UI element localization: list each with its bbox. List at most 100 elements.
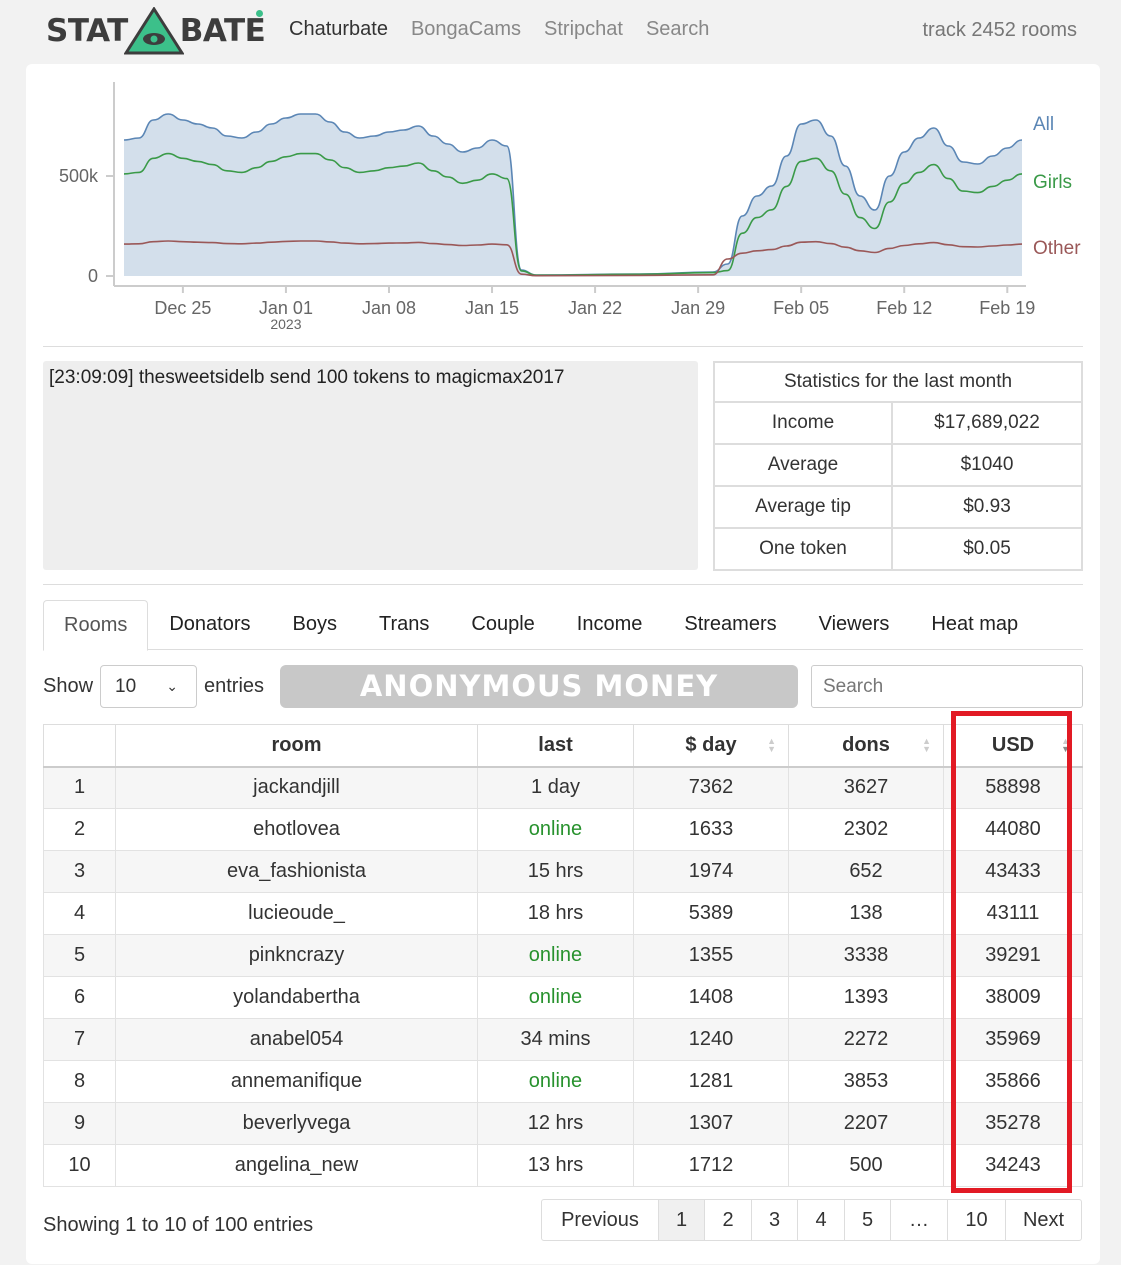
- header-label: dons: [842, 733, 890, 756]
- page-5[interactable]: 5: [844, 1200, 890, 1240]
- cell-dons: 3627: [788, 766, 944, 809]
- cell-day: 1355: [633, 934, 789, 977]
- nav-bongacams[interactable]: BongaCams: [410, 18, 522, 40]
- page-2[interactable]: 2: [704, 1200, 751, 1240]
- cell-room[interactable]: beverlyvega: [115, 1102, 478, 1145]
- nav-stripchat[interactable]: Stripchat: [544, 18, 623, 40]
- tab-donators[interactable]: Donators: [169, 613, 251, 635]
- cell-room[interactable]: jackandjill: [115, 766, 478, 809]
- cell-usd: 34243: [943, 1144, 1083, 1187]
- cell-last: 12 hrs: [477, 1102, 634, 1145]
- cell-day: 1281: [633, 1060, 789, 1103]
- cell-rank: 8: [43, 1060, 116, 1103]
- tab-income[interactable]: Income: [576, 613, 643, 635]
- cell-usd: 43433: [943, 850, 1083, 893]
- cell-usd: 43111: [943, 892, 1083, 935]
- cell-room[interactable]: angelina_new: [115, 1144, 478, 1187]
- cell-dons: 138: [788, 892, 944, 935]
- tab-boys[interactable]: Boys: [292, 613, 337, 635]
- table-row[interactable]: 7 anabel054 34 mins 1240 2272 35969: [43, 1018, 1083, 1061]
- page-10[interactable]: 10: [947, 1200, 1005, 1240]
- sort-desc-icon: ▲ ▼: [1061, 736, 1070, 754]
- ad-banner[interactable]: ANONYMOUS MONEY: [280, 665, 798, 708]
- table-header-row: room last $ day ▲ ▼ dons ▲ ▼ USD ▲ ▼: [43, 724, 1083, 768]
- sort-icon: ▲ ▼: [922, 736, 931, 754]
- column-header-last[interactable]: last: [477, 724, 634, 768]
- show-label: Show: [43, 675, 94, 697]
- tab-heat-map[interactable]: Heat map: [931, 613, 1019, 635]
- table-row[interactable]: 4 lucieoude_ 18 hrs 5389 138 43111: [43, 892, 1083, 935]
- cell-rank: 5: [43, 934, 116, 977]
- y-tick-label: 500k: [59, 166, 99, 186]
- nav-chaturbate[interactable]: Chaturbate: [289, 18, 388, 40]
- cell-dons: 2207: [788, 1102, 944, 1145]
- table-info: Showing 1 to 10 of 100 entries: [43, 1214, 314, 1236]
- column-header-day[interactable]: $ day ▲ ▼: [633, 724, 789, 768]
- cell-last: online: [477, 934, 634, 977]
- tab-viewers[interactable]: Viewers: [818, 613, 890, 635]
- cell-day: 1712: [633, 1144, 789, 1187]
- cell-room[interactable]: eva_fashionista: [115, 850, 478, 893]
- cell-room[interactable]: ehotlovea: [115, 808, 478, 851]
- eye-triangle-icon: [123, 7, 184, 55]
- column-header-dons[interactable]: dons ▲ ▼: [788, 724, 944, 768]
- stats-title: Statistics for the last month: [713, 361, 1083, 403]
- column-header-room[interactable]: room: [115, 724, 478, 768]
- table-row[interactable]: 6 yolandabertha online 1408 1393 38009: [43, 976, 1083, 1019]
- y-tick-label: 0: [88, 266, 98, 286]
- cell-dons: 3338: [788, 934, 944, 977]
- search-input[interactable]: [811, 665, 1083, 708]
- page-next[interactable]: Next: [1005, 1200, 1081, 1240]
- table-row[interactable]: 9 beverlyvega 12 hrs 1307 2207 35278: [43, 1102, 1083, 1145]
- table-row[interactable]: 5 pinkncrazy online 1355 3338 39291: [43, 934, 1083, 977]
- x-tick-label: Feb 19: [979, 298, 1035, 318]
- table-row[interactable]: 10 angelina_new 13 hrs 1712 500 34243: [43, 1144, 1083, 1187]
- page-previous[interactable]: Previous: [561, 1209, 639, 1231]
- column-header-usd[interactable]: USD ▲ ▼: [943, 724, 1083, 768]
- cell-dons: 2272: [788, 1018, 944, 1061]
- cell-room[interactable]: annemanifique: [115, 1060, 478, 1103]
- stats-value: $0.05: [891, 527, 1083, 571]
- page-size-select[interactable]: 10 ⌄: [100, 665, 197, 708]
- site-header: STAT BATE Chaturbate BongaCams Stripchat…: [0, 0, 1121, 62]
- cell-day: 1633: [633, 808, 789, 851]
- cell-rank: 9: [43, 1102, 116, 1145]
- stats-value: $17,689,022: [891, 401, 1083, 445]
- cell-day: 5389: [633, 892, 789, 935]
- tab-streamers[interactable]: Streamers: [684, 613, 777, 635]
- cell-day: 7362: [633, 766, 789, 809]
- table-row[interactable]: 3 eva_fashionista 15 hrs 1974 652 43433: [43, 850, 1083, 893]
- cell-day: 1240: [633, 1018, 789, 1061]
- x-tick-label: Feb 05: [773, 298, 829, 318]
- x-tick-label: Dec 25: [154, 298, 211, 318]
- page-3[interactable]: 3: [751, 1200, 797, 1240]
- page-4[interactable]: 4: [797, 1200, 844, 1240]
- tab-couple[interactable]: Couple: [471, 613, 535, 635]
- sort-icon: ▲ ▼: [767, 736, 776, 754]
- cell-room[interactable]: lucieoude_: [115, 892, 478, 935]
- cell-room[interactable]: yolandabertha: [115, 976, 478, 1019]
- stats-label: One token: [713, 527, 893, 571]
- tab-rooms[interactable]: Rooms: [43, 600, 149, 651]
- table-row[interactable]: 2 ehotlovea online 1633 2302 44080: [43, 808, 1083, 851]
- cell-room[interactable]: anabel054: [115, 1018, 478, 1061]
- table-row[interactable]: 8 annemanifique online 1281 3853 35866: [43, 1060, 1083, 1103]
- stats-value: $0.93: [891, 485, 1083, 529]
- stats-label: Income: [713, 401, 893, 445]
- site-logo[interactable]: STAT BATE: [46, 6, 266, 56]
- series-line-all: [123, 113, 1023, 276]
- tab-trans[interactable]: Trans: [378, 613, 430, 635]
- entries-label: entries: [204, 675, 265, 697]
- header-label: last: [538, 733, 573, 756]
- cell-room[interactable]: pinkncrazy: [115, 934, 478, 977]
- legend-all: All: [1033, 114, 1054, 135]
- nav-search[interactable]: Search: [645, 18, 710, 40]
- cell-dons: 1393: [788, 976, 944, 1019]
- header-label: $ day: [685, 733, 737, 756]
- table-row[interactable]: 1 jackandjill 1 day 7362 3627 58898: [43, 766, 1083, 809]
- series-line-other: [123, 240, 1023, 277]
- cell-last: 18 hrs: [477, 892, 634, 935]
- logo-text-right: BATE: [179, 13, 266, 49]
- page-1[interactable]: 1: [658, 1200, 704, 1240]
- x-tick-label: Jan 29: [671, 298, 725, 318]
